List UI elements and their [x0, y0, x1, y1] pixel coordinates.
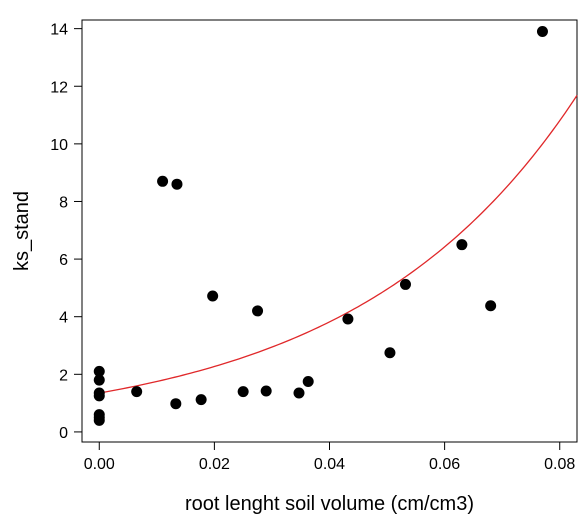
data-point [171, 178, 183, 190]
data-point [260, 385, 272, 397]
data-point [207, 290, 219, 302]
data-point [170, 398, 182, 410]
y-tick-label: 8 [59, 194, 68, 211]
y-tick-label: 14 [50, 22, 68, 39]
data-point [384, 347, 396, 359]
data-point [302, 376, 314, 388]
points-layer [93, 26, 548, 426]
plot-frame [81, 19, 578, 443]
fit-curve [99, 95, 578, 394]
y-tick-label: 0 [59, 425, 68, 442]
y-tick-label: 6 [59, 252, 68, 269]
data-point [93, 365, 105, 377]
data-point [157, 175, 169, 187]
data-point [252, 305, 264, 317]
y-tick-label: 4 [59, 310, 68, 327]
x-tick-label: 0.06 [429, 456, 460, 473]
x-axis-label: root lenght soil volume (cm/cm3) [185, 493, 474, 515]
data-point [93, 414, 105, 426]
x-tick-label: 0.00 [84, 456, 115, 473]
data-point [93, 390, 105, 402]
y-axis: 0 2 4 6 8 10 12 14 [50, 22, 82, 442]
data-point [293, 387, 305, 399]
data-point [536, 26, 548, 38]
fit-curve-layer [99, 95, 578, 394]
y-axis-label: ks_stand [11, 191, 33, 271]
data-point [456, 239, 468, 251]
plot-box [81, 19, 578, 443]
y-tick-label: 10 [50, 137, 68, 154]
x-tick-label: 0.08 [544, 456, 575, 473]
data-point [93, 374, 105, 386]
y-tick-label: 2 [59, 367, 68, 384]
data-point [342, 313, 354, 325]
y-tick-label: 12 [50, 79, 68, 96]
data-point [485, 300, 497, 312]
data-point [131, 386, 143, 398]
data-point [195, 394, 207, 406]
data-point [399, 278, 411, 290]
x-tick-label: 0.04 [314, 456, 345, 473]
x-axis: 0.00 0.02 0.04 0.06 0.08 [84, 442, 575, 473]
data-point [237, 386, 249, 398]
x-tick-label: 0.02 [199, 456, 230, 473]
